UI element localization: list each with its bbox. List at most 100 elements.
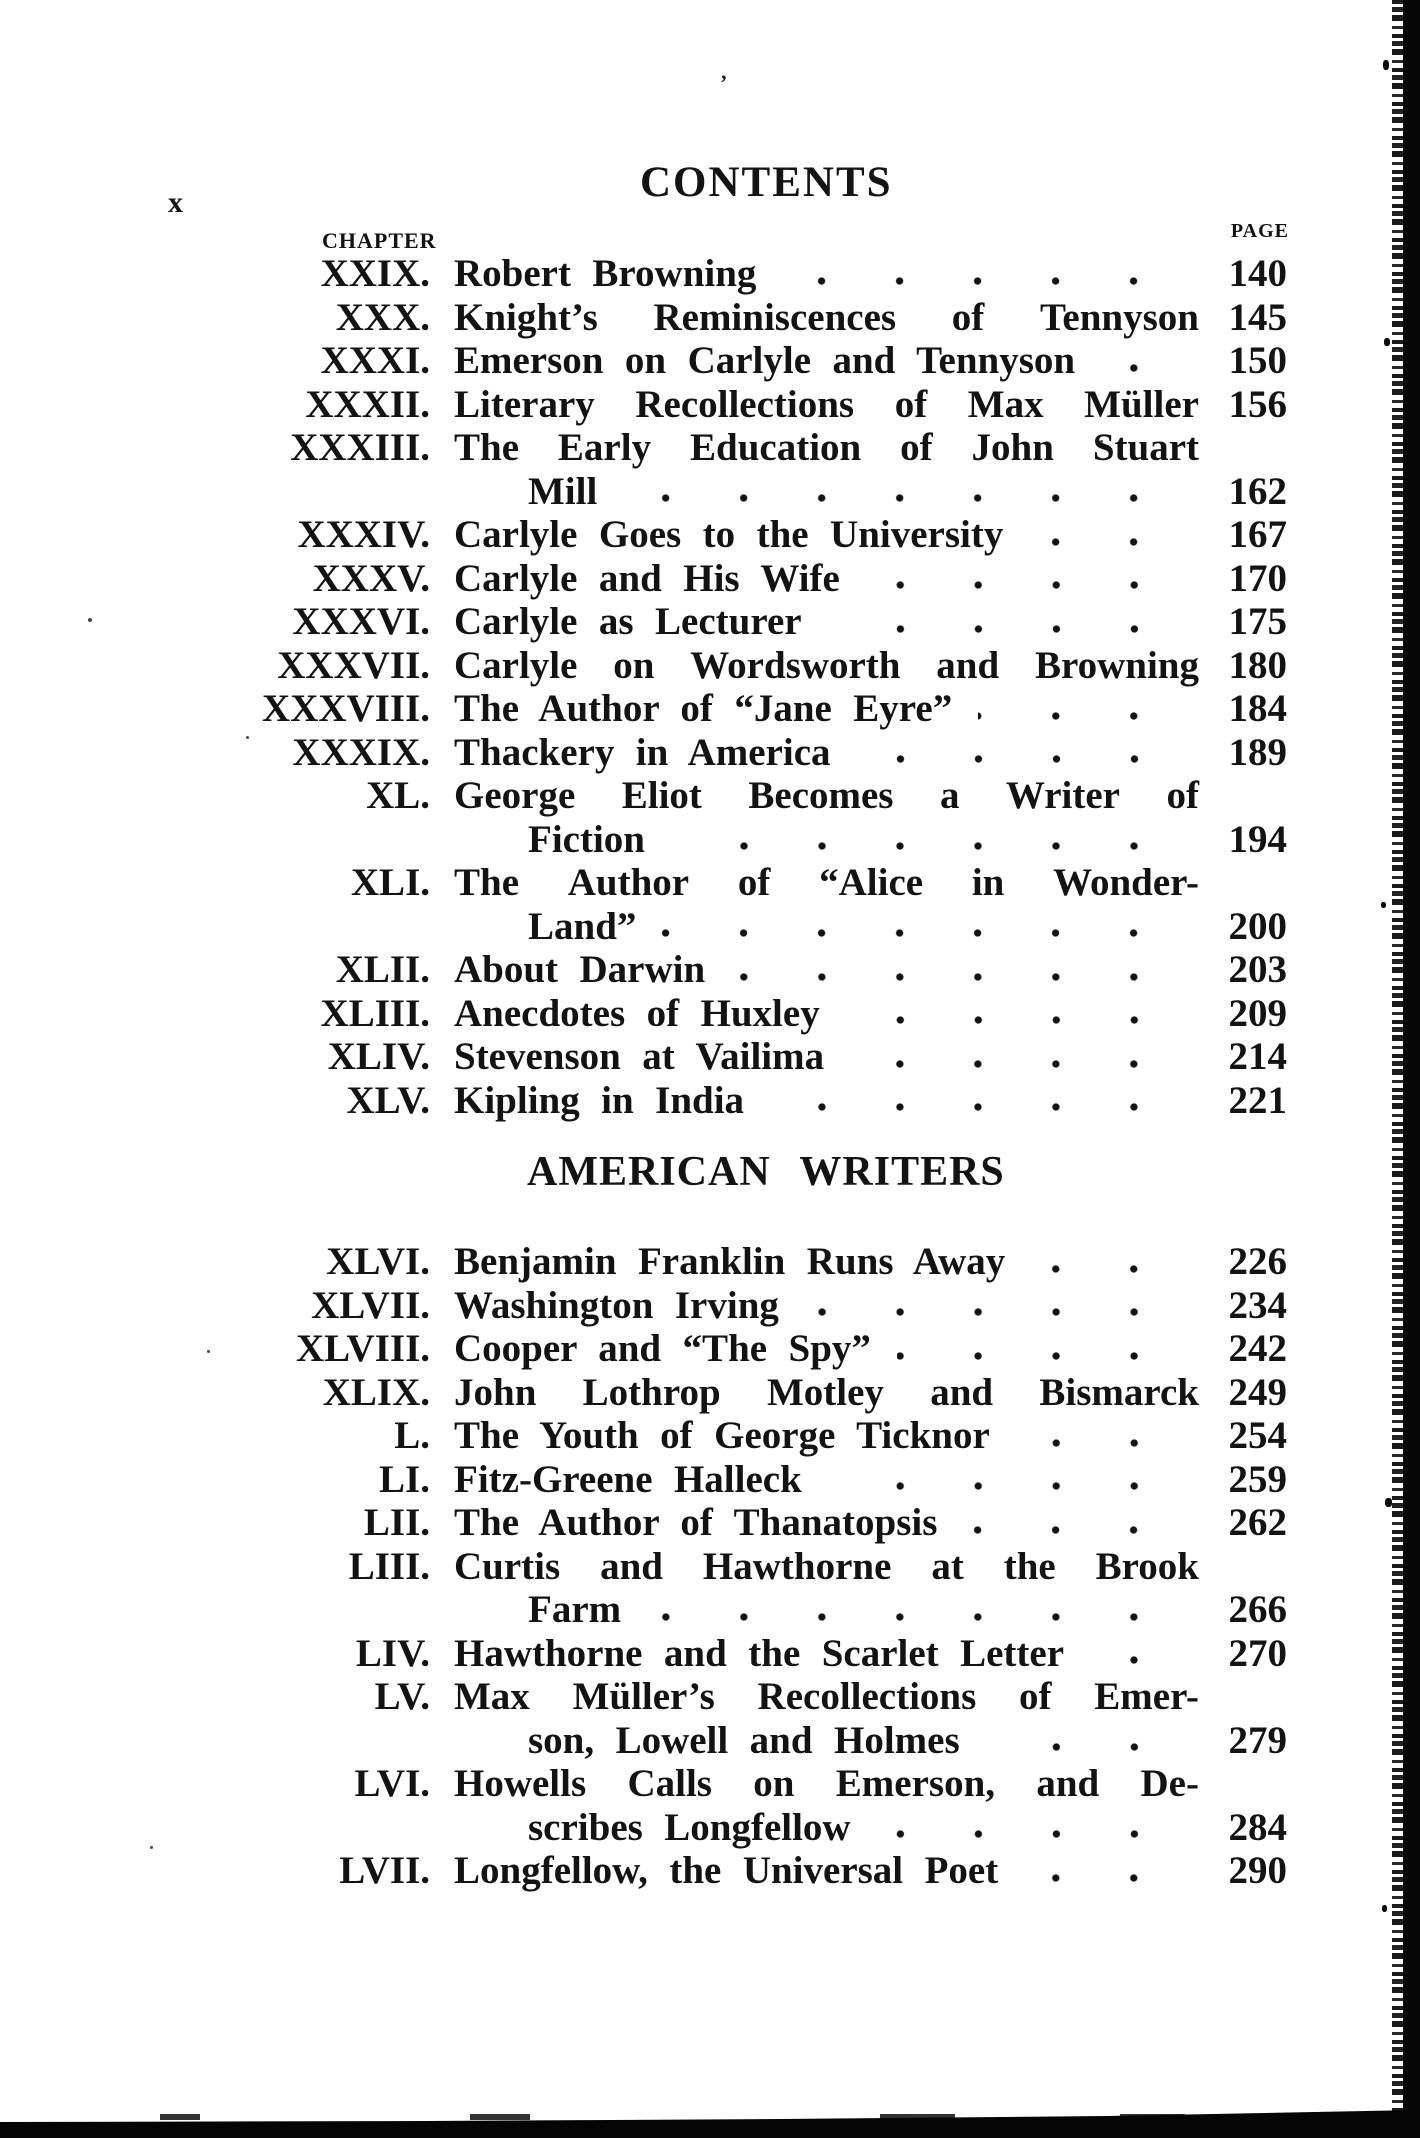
page-number: 170 bbox=[1228, 556, 1288, 600]
toc-entry-line: LIII. Curtis and Hawthorne at the Brook bbox=[230, 1545, 1287, 1589]
word: De- bbox=[1140, 1762, 1199, 1805]
toc-entry-line: XLVIII. Cooper and “The Spy” 242 bbox=[230, 1327, 1287, 1371]
page-number: 194 bbox=[1228, 817, 1288, 861]
word: Wordsworth bbox=[690, 643, 901, 687]
chapter-numeral: XXXIII. bbox=[290, 426, 430, 469]
word: Brook bbox=[1095, 1544, 1199, 1588]
word: Emerson, bbox=[835, 1762, 996, 1805]
toc-entry-line: XXXII. Literary Recollections of Max Müller 15… bbox=[230, 383, 1287, 427]
toc-entry-line: XXX. Knight’s Reminiscences of Tennyson 145 bbox=[230, 296, 1287, 340]
chapter-numeral: XXXI. bbox=[320, 339, 430, 382]
chapter-numeral: XLIII. bbox=[320, 991, 430, 1035]
word: Browning bbox=[1035, 643, 1199, 687]
word: Howells bbox=[454, 1762, 587, 1805]
chapter-title: Anecdotes of Huxley bbox=[454, 991, 820, 1035]
chapter-title-continuation: scribes Longfellow bbox=[528, 1805, 851, 1849]
dot-leader bbox=[770, 1100, 1173, 1114]
word: in bbox=[971, 861, 1005, 904]
scan-edge-band bbox=[1403, 0, 1420, 2138]
chapter-title: The Early Education of John Stuart bbox=[454, 426, 1199, 470]
word: Education bbox=[690, 426, 862, 469]
chapter-title: Cooper and “The Spy” bbox=[454, 1327, 871, 1370]
dot-leader bbox=[963, 1522, 1173, 1537]
ink-speck bbox=[88, 618, 92, 622]
chapter-numeral: XXX. bbox=[335, 295, 430, 339]
toc-entry-line: XXXVIII. The Author of “Jane Eyre” 184 bbox=[230, 687, 1287, 731]
dot-leader bbox=[985, 1740, 1173, 1754]
ink-speck bbox=[207, 1350, 210, 1353]
word: on bbox=[753, 1762, 795, 1805]
dot-leader bbox=[782, 273, 1173, 288]
toc-entry-line: XLVII. Washington Irving 234 bbox=[230, 1284, 1287, 1328]
chapter-numeral: XLIX. bbox=[322, 1370, 430, 1414]
chapter-title: Howells Calls on Emerson, and De- bbox=[454, 1762, 1199, 1806]
word: and bbox=[930, 1370, 994, 1414]
chapter-numeral: XXIX. bbox=[320, 252, 430, 295]
word: Recollections bbox=[757, 1675, 977, 1718]
toc-entry-line: XLIX. John Lothrop Motley and Bismarck 249 bbox=[230, 1371, 1287, 1415]
word: Bismarck bbox=[1039, 1370, 1199, 1414]
dot-leader bbox=[1101, 360, 1173, 375]
scan-edge-speck bbox=[1382, 1905, 1387, 1912]
page-number: 209 bbox=[1228, 991, 1288, 1035]
chapter-numeral: XLII. bbox=[335, 948, 430, 991]
word: and bbox=[1036, 1762, 1100, 1805]
chapter-numeral: XXXVII. bbox=[277, 643, 430, 687]
word: Stuart bbox=[1092, 426, 1199, 469]
page-number: 290 bbox=[1228, 1849, 1288, 1892]
dot-leader bbox=[850, 1056, 1173, 1071]
toc-entry-line: XLII. About Darwin 203 bbox=[230, 948, 1287, 992]
chapter-numeral: LII. bbox=[363, 1501, 430, 1544]
ink-speck bbox=[246, 736, 249, 739]
dot-leader bbox=[804, 1305, 1173, 1319]
page-number: 262 bbox=[1228, 1501, 1288, 1544]
toc-entry-line: LI. Fitz-Greene Halleck 259 bbox=[230, 1458, 1287, 1502]
chapter-title: Max Müller’s Recollections of Emer- bbox=[454, 1675, 1199, 1719]
chapter-title: Benjamin Franklin Runs Away bbox=[454, 1240, 1006, 1283]
page-number: 167 bbox=[1228, 513, 1288, 556]
toc-entry-line: XXXVI. Carlyle as Lecturer 175 bbox=[230, 600, 1287, 644]
page-number: 249 bbox=[1228, 1370, 1288, 1414]
page-number: 234 bbox=[1228, 1283, 1288, 1327]
dot-leader bbox=[662, 926, 1173, 940]
word: of bbox=[737, 861, 771, 904]
dot-leader bbox=[978, 708, 1173, 723]
chapter-numeral: XLVI. bbox=[326, 1240, 430, 1283]
toc-entry-continuation: Farm 266 bbox=[230, 1588, 1287, 1632]
toc-entry-line: XLI. The Author of “Alice in Wonder- bbox=[230, 861, 1287, 905]
toc-entry-line: XXXIV. Carlyle Goes to the University 167 bbox=[230, 513, 1287, 557]
dot-leader bbox=[1029, 534, 1173, 549]
word: Tennyson bbox=[1039, 295, 1199, 339]
scan-edge-speck bbox=[1384, 338, 1390, 346]
page-number: 270 bbox=[1228, 1631, 1288, 1675]
word: Müller bbox=[1084, 382, 1199, 426]
page-number: 156 bbox=[1228, 382, 1288, 426]
dot-leader bbox=[856, 752, 1173, 766]
word: Motley bbox=[766, 1370, 884, 1414]
chapter-numeral: XLVII. bbox=[311, 1283, 430, 1327]
chapter-title: The Youth of George Ticknor bbox=[454, 1414, 990, 1457]
word: Lothrop bbox=[582, 1370, 721, 1414]
chapter-numeral: XXXV. bbox=[312, 556, 430, 600]
chapter-numeral: LIII. bbox=[348, 1544, 430, 1588]
toc-entry-continuation: Mill 162 bbox=[230, 470, 1287, 514]
chapter-title: The Author of “Jane Eyre” bbox=[454, 687, 953, 730]
toc-entry-line: XXXIII. The Early Education of John Stuart bbox=[230, 426, 1287, 470]
toc-entry-line: XXXVII. Carlyle on Wordsworth and Browning 180 bbox=[230, 644, 1287, 688]
toc-entry-line: LVII. Longfellow, the Universal Poet 290 bbox=[230, 1849, 1287, 1893]
word: Müller’s bbox=[572, 1675, 715, 1718]
toc-entry-line: XLVI. Benjamin Franklin Runs Away 226 bbox=[230, 1240, 1287, 1284]
toc-entry-continuation: scribes Longfellow 284 bbox=[230, 1806, 1287, 1850]
chapter-numeral: XXXIX. bbox=[292, 730, 430, 774]
chapter-numeral: LV. bbox=[374, 1675, 430, 1718]
chapter-title: Fitz-Greene Halleck bbox=[454, 1457, 802, 1501]
toc-entry-line: LIV. Hawthorne and the Scarlet Letter 270 bbox=[230, 1632, 1287, 1676]
page-number: 180 bbox=[1228, 643, 1288, 687]
chapter-title: Carlyle as Lecturer bbox=[454, 600, 802, 643]
word: Max bbox=[967, 382, 1044, 426]
word: Carlyle bbox=[454, 643, 578, 687]
scan-edge-speck bbox=[1385, 1498, 1392, 1507]
page-number: 259 bbox=[1228, 1457, 1288, 1501]
word: Author bbox=[567, 861, 690, 904]
